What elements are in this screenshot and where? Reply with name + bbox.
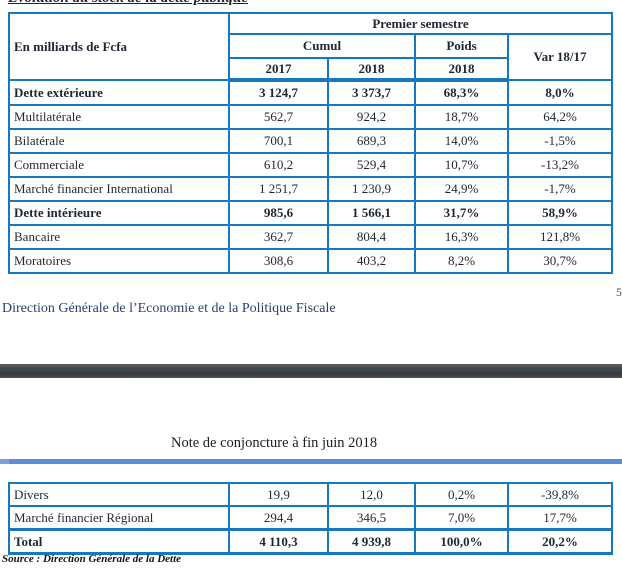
cell-value: 19,9	[228, 482, 329, 507]
table-row: Multilatérale 562,7 924,2 18,7% 64,2%	[8, 104, 613, 130]
table-row: Marché financier International 1 251,7 1…	[8, 176, 613, 202]
cell-value: 294,4	[228, 505, 329, 531]
table-row: Marché financier Régional 294,4 346,5 7,…	[8, 505, 613, 531]
cell-value: 100,0%	[414, 528, 509, 555]
cumul-header-cell: Cumul	[228, 33, 416, 59]
table-row: Dette intérieure 985,6 1 566,1 31,7% 58,…	[8, 200, 613, 226]
cell-value: 985,6	[228, 200, 329, 226]
cell-value: 10,7%	[414, 152, 509, 178]
header-rule-accent	[0, 459, 9, 464]
row-label: Dette intérieure	[8, 200, 230, 226]
cell-value: 20,2%	[507, 528, 613, 555]
cell-value: 403,2	[327, 248, 416, 274]
cell-value: 924,2	[327, 104, 416, 130]
cell-value: 3 373,7	[327, 79, 416, 106]
debt-stock-table: En milliards de Fcfa Premier semestre Cu…	[8, 12, 613, 274]
cell-value: 30,7%	[507, 248, 613, 274]
year-cell: 2018	[414, 57, 509, 82]
year-cell: 2017	[228, 57, 329, 82]
debt-stock-table-continued: Divers 19,9 12,0 0,2% -39,8% Marché fina…	[8, 482, 613, 555]
cell-value: 12,0	[327, 482, 416, 507]
cell-value: 1 566,1	[327, 200, 416, 226]
row-label: Bancaire	[8, 224, 230, 250]
cell-value: 8,2%	[414, 248, 509, 274]
row-label: Multilatérale	[8, 104, 230, 130]
row-label: Dette extérieure	[8, 79, 230, 106]
cell-value: -1,7%	[507, 176, 613, 202]
cell-value: 18,7%	[414, 104, 509, 130]
cell-value: 1 230,9	[327, 176, 416, 202]
cell-value: 121,8%	[507, 224, 613, 250]
cell-value: 8,0%	[507, 79, 613, 106]
row-label: Commerciale	[8, 152, 230, 178]
row-label: Bilatérale	[8, 128, 230, 154]
cell-value: 3 124,7	[228, 79, 329, 106]
header-rule	[0, 459, 622, 464]
cell-value: 610,2	[228, 152, 329, 178]
cell-value: 804,4	[327, 224, 416, 250]
cell-value: -13,2%	[507, 152, 613, 178]
cell-value: 0,2%	[414, 482, 509, 507]
table-row: Bilatérale 700,1 689,3 14,0% -1,5%	[8, 128, 613, 154]
cell-value: 308,6	[228, 248, 329, 274]
source-caption: Source : Direction Générale de la Dette	[2, 553, 182, 565]
cell-value: -39,8%	[507, 482, 613, 507]
table-row: Moratoires 308,6 403,2 8,2% 30,7%	[8, 248, 613, 274]
table-year-row: 2017 2018 2018	[9, 57, 612, 82]
group-header-cell: Premier semestre	[228, 12, 613, 35]
cell-value: 68,3%	[414, 79, 509, 106]
table-row: Commerciale 610,2 529,4 10,7% -13,2%	[8, 152, 613, 178]
cell-value: 362,7	[228, 224, 329, 250]
section-title-clipped: Évolution du stock de la dette publique	[8, 0, 248, 7]
cell-value: 17,7%	[507, 505, 613, 531]
table-row: Bancaire 362,7 804,4 16,3% 121,8%	[8, 224, 613, 250]
row-label: Marché financier Régional	[8, 505, 230, 531]
note-conjoncture-heading: Note de conjoncture à fin juin 2018	[171, 435, 378, 451]
page-separator-bar	[0, 364, 622, 378]
row-label: Marché financier International	[8, 176, 230, 202]
cell-value: 14,0%	[414, 128, 509, 154]
cell-value: 1 251,7	[228, 176, 329, 202]
table-row: Dette extérieure 3 124,7 3 373,7 68,3% 8…	[8, 79, 613, 106]
table-total-row: Total 4 110,3 4 939,8 100,0% 20,2%	[8, 528, 613, 555]
row-label: Total	[8, 528, 230, 555]
cell-value: 4 110,3	[228, 528, 329, 555]
table-header-row: En milliards de Fcfa Premier semestre	[8, 12, 613, 81]
cell-value: -1,5%	[507, 128, 613, 154]
cell-value: 562,7	[228, 104, 329, 130]
cell-value: 16,3%	[414, 224, 509, 250]
unit-header-cell: En milliards de Fcfa	[8, 12, 230, 81]
cell-value: 700,1	[228, 128, 329, 154]
row-label: Divers	[8, 482, 230, 507]
cell-value: 64,2%	[507, 104, 613, 130]
table-row: Divers 19,9 12,0 0,2% -39,8%	[8, 482, 613, 507]
direction-generale-link[interactable]: Direction Générale de l’Economie et de l…	[2, 301, 336, 316]
cell-value: 689,3	[327, 128, 416, 154]
cell-value: 58,9%	[507, 200, 613, 226]
var-header-cell: Var 18/17	[507, 33, 613, 81]
cell-value: 24,9%	[414, 176, 509, 202]
year-cell: 2018	[327, 57, 416, 82]
poids-header-cell: Poids	[414, 33, 509, 59]
cell-value: 31,7%	[414, 200, 509, 226]
table-header-row: Cumul Poids Var 18/17	[9, 33, 613, 81]
cell-value: 529,4	[327, 152, 416, 178]
cell-value: 4 939,8	[327, 528, 416, 555]
page-number-fragment: 5	[616, 285, 622, 299]
cell-value: 7,0%	[414, 505, 509, 531]
row-label: Moratoires	[8, 248, 230, 274]
cell-value: 346,5	[327, 505, 416, 531]
